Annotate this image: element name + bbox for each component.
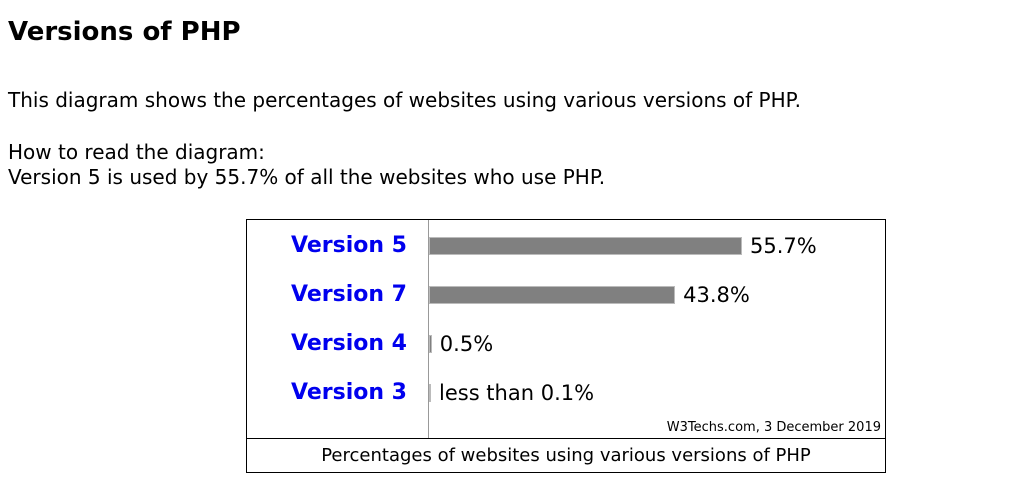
data-label: 55.7% <box>750 234 817 258</box>
category-link[interactable]: Version 5 <box>291 233 407 258</box>
howto-text: Version 5 is used by 55.7% of all the we… <box>8 165 606 189</box>
chart-source: W3Techs.com, 3 December 2019 <box>666 420 881 435</box>
data-label: 43.8% <box>683 283 750 307</box>
bar <box>429 286 676 304</box>
category-link[interactable]: Version 7 <box>291 282 407 307</box>
bar <box>429 384 431 402</box>
intro-text: This diagram shows the percentages of we… <box>8 88 801 112</box>
bar <box>429 335 432 353</box>
data-label: less than 0.1% <box>439 381 595 405</box>
bar <box>429 237 743 255</box>
page-title: Versions of PHP <box>8 17 241 47</box>
howto-heading: How to read the diagram: <box>8 140 265 164</box>
axis-line <box>428 220 429 438</box>
bar-chart: W3Techs.com, 3 December 2019 Version 5 55… <box>246 219 886 473</box>
category-link[interactable]: Version 4 <box>291 331 407 356</box>
data-label: 0.5% <box>439 332 494 356</box>
plot-area: W3Techs.com, 3 December 2019 Version 5 55… <box>247 220 885 438</box>
chart-title: Percentages of websites using various ve… <box>247 438 885 473</box>
category-link[interactable]: Version 3 <box>291 380 407 405</box>
